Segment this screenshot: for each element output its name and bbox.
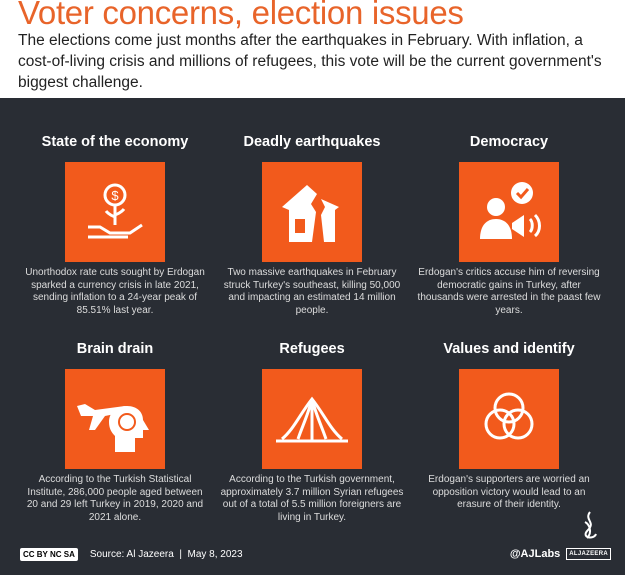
card-title: Brain drain bbox=[76, 341, 154, 357]
card-text: According to the Turkish Statistical Ins… bbox=[26, 474, 204, 523]
footer: CC BY NC SA Source: Al Jazeera | May 8, … bbox=[20, 548, 243, 561]
card-democracy: Democracy Erdogan's critics accuse him o… bbox=[411, 118, 607, 317]
card-title: Refugees bbox=[279, 341, 345, 357]
card-text: Unorthodox rate cuts sought by Erdogan s… bbox=[25, 267, 205, 316]
person-megaphone-icon bbox=[459, 162, 559, 262]
credits: @AJLabs ALJAZEERA bbox=[510, 548, 611, 560]
card-text: Two massive earthquakes in February stru… bbox=[223, 267, 401, 316]
money-plant-hand-icon: $ bbox=[65, 162, 165, 262]
card-brain-drain: Brain drain According to the Turkish Sta… bbox=[17, 325, 213, 524]
page-title: Voter concerns, election issues bbox=[18, 0, 464, 31]
card-economy: State of the economy $ Unorthodox rate c… bbox=[17, 118, 213, 317]
plane-brain-icon bbox=[65, 369, 165, 469]
card-title: Democracy bbox=[469, 134, 549, 150]
card-title: Deadly earthquakes bbox=[243, 134, 381, 150]
page-subtitle: The elections come just months after the… bbox=[18, 32, 602, 91]
source-text: Source: Al Jazeera | May 8, 2023 bbox=[89, 549, 243, 560]
card-refugees: Refugees According to the Turkish govern… bbox=[214, 325, 410, 524]
card-earthquakes: Deadly earthquakes Two massive earthquak… bbox=[214, 118, 410, 317]
cc-license-badge: CC BY NC SA bbox=[20, 548, 78, 561]
brand-logo: ALJAZEERA bbox=[566, 548, 611, 560]
handle: @AJLabs bbox=[509, 548, 561, 560]
svg-text:$: $ bbox=[111, 188, 119, 203]
card-title: State of the economy bbox=[41, 134, 189, 150]
venn-circles-icon bbox=[459, 369, 559, 469]
cracked-house-icon bbox=[262, 162, 362, 262]
card-title: Values and identify bbox=[443, 341, 575, 357]
card-values: Values and identify Erdogan's supporters… bbox=[411, 325, 607, 512]
aljazeera-logo-icon bbox=[584, 511, 597, 539]
tent-icon bbox=[262, 369, 362, 469]
card-text: Erdogan's supporters are worried an oppo… bbox=[428, 474, 590, 510]
card-text: Erdogan's critics accuse him of reversin… bbox=[417, 267, 601, 316]
card-text: According to the Turkish government, app… bbox=[220, 474, 404, 523]
